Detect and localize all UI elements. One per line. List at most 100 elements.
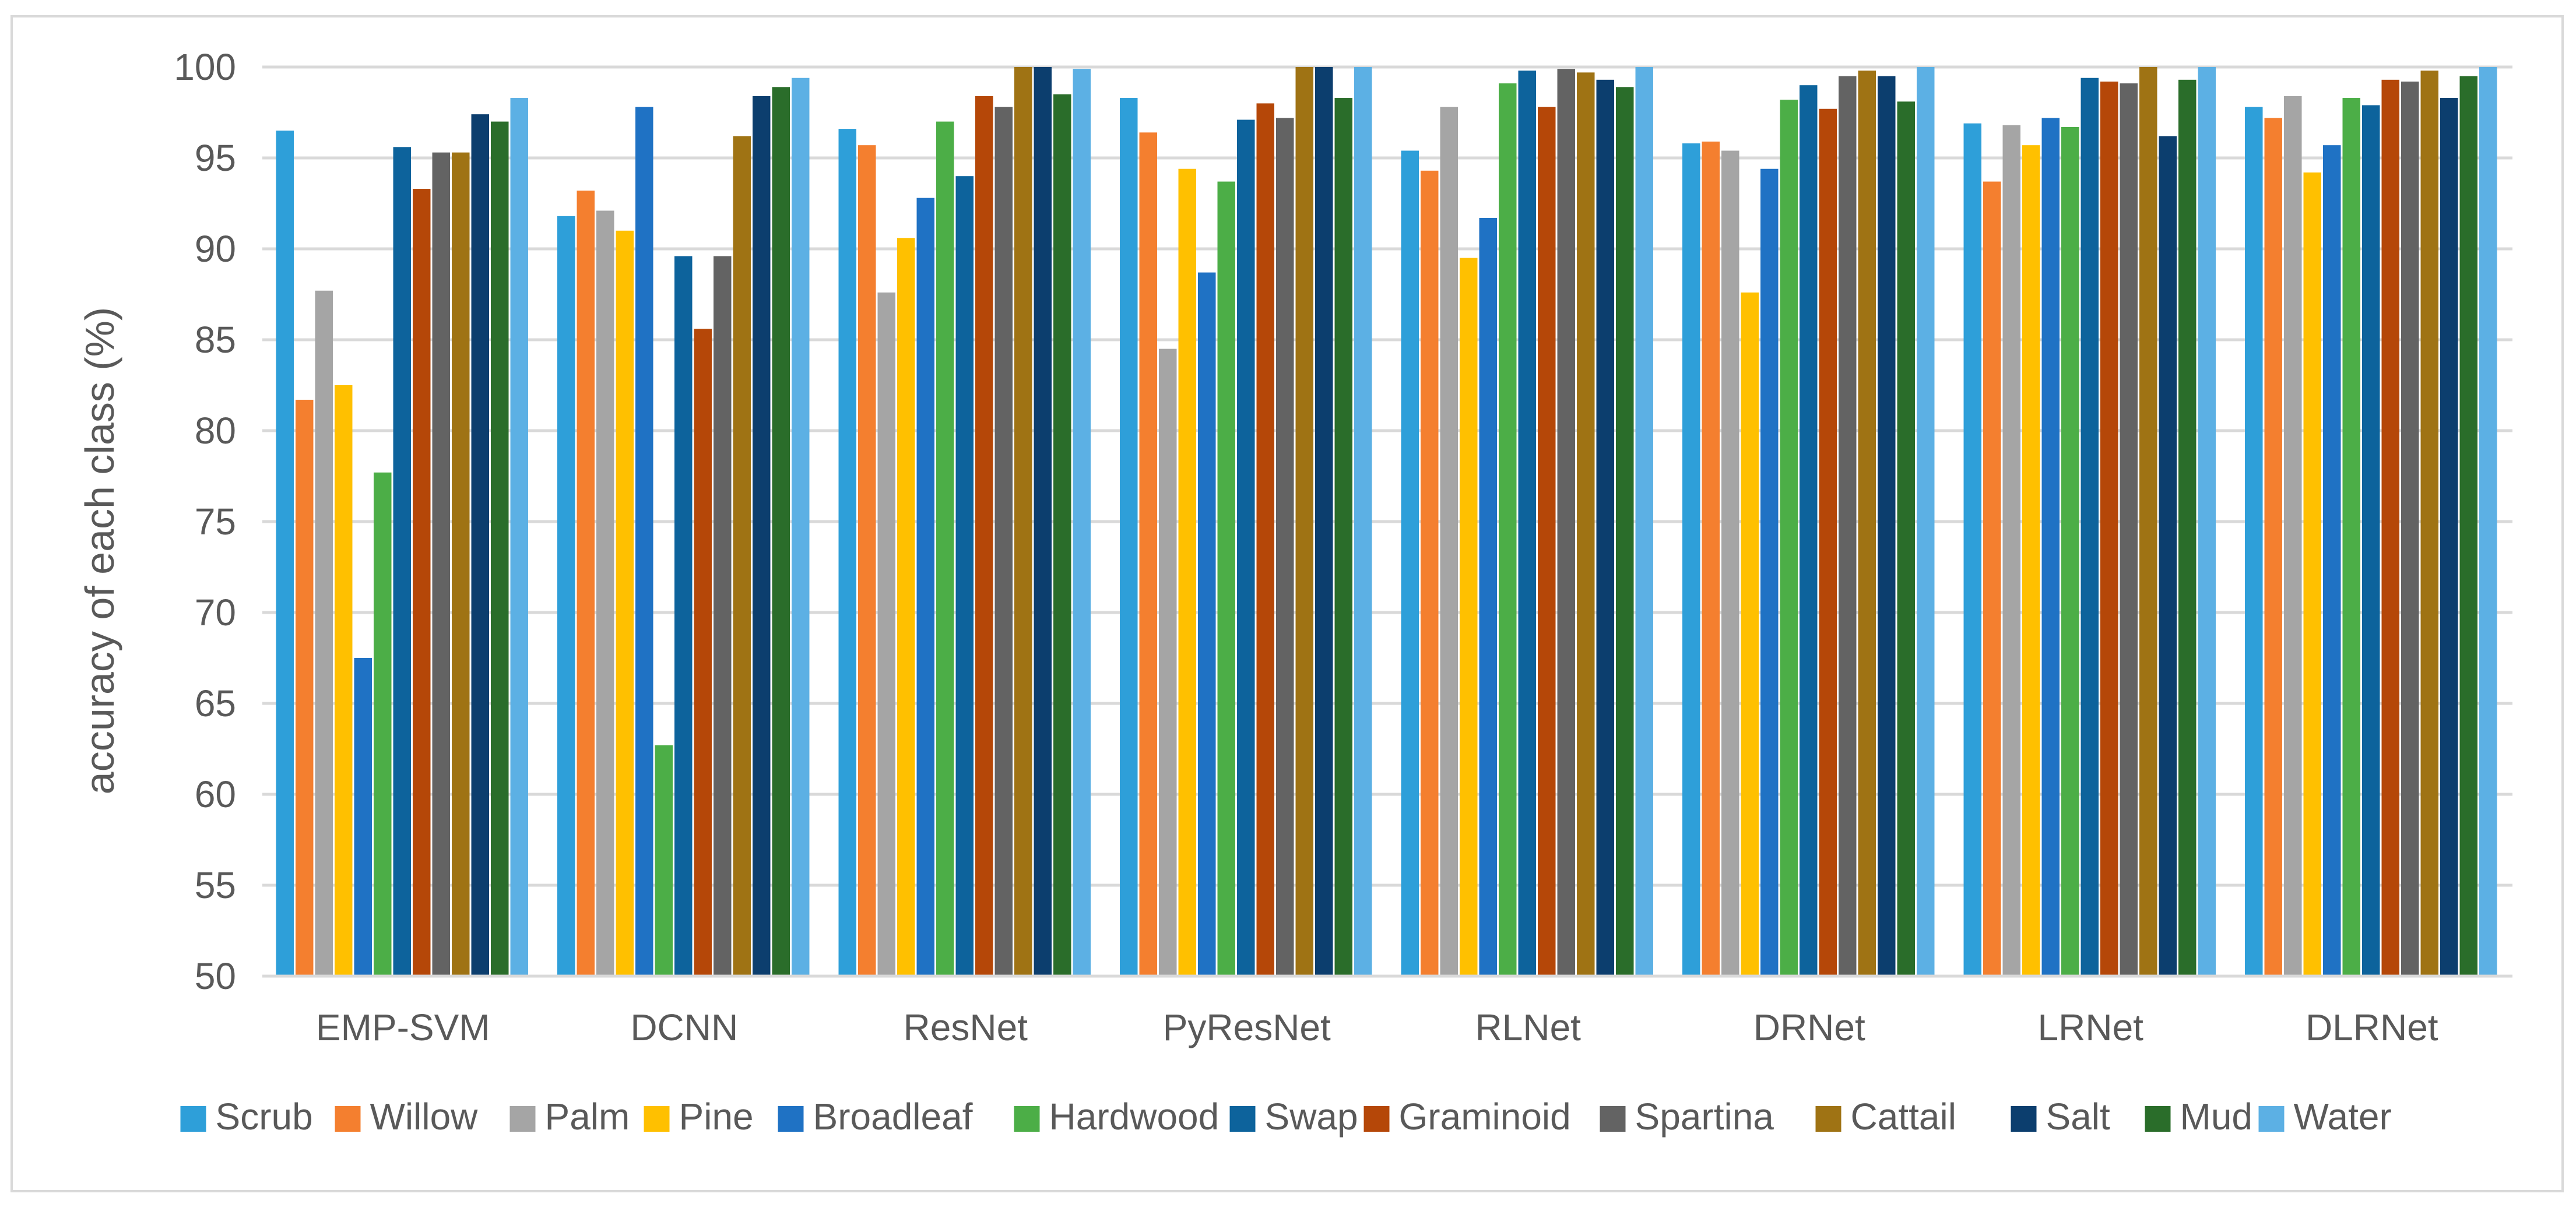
bar-pine-drnet bbox=[1741, 292, 1759, 976]
legend-label-palm: Palm bbox=[545, 1096, 630, 1138]
bar-hardwood-resnet bbox=[936, 121, 954, 977]
bar-swap-lrnet bbox=[2081, 78, 2099, 977]
legend-swatch-palm bbox=[509, 1106, 536, 1132]
bar-hardwood-dcnn bbox=[655, 745, 673, 976]
bar-spartina-drnet bbox=[1839, 76, 1857, 977]
bar-willow-resnet bbox=[858, 145, 876, 976]
bar-willow-drnet bbox=[1702, 141, 1720, 976]
bar-water-pyresnet bbox=[1354, 67, 1372, 976]
bar-spartina-rlnet bbox=[1557, 69, 1575, 977]
bar-graminoid-rlnet bbox=[1538, 107, 1556, 976]
bar-mud-pyresnet bbox=[1334, 98, 1352, 976]
y-tick-label: 60 bbox=[195, 773, 236, 815]
legend-swatch-spartina bbox=[1600, 1106, 1626, 1132]
y-tick-label: 80 bbox=[195, 410, 236, 452]
bar-hardwood-pyresnet bbox=[1217, 181, 1235, 976]
bar-spartina-emp-svm bbox=[432, 152, 450, 976]
bar-spartina-lrnet bbox=[2120, 83, 2138, 977]
bar-swap-emp-svm bbox=[393, 147, 411, 976]
bar-scrub-resnet bbox=[838, 129, 856, 977]
bar-scrub-dlrnet bbox=[2245, 107, 2263, 976]
bar-water-dcnn bbox=[792, 78, 810, 977]
bar-scrub-dcnn bbox=[557, 216, 575, 977]
x-tick-label: EMP-SVM bbox=[316, 1006, 490, 1048]
bar-salt-drnet bbox=[1878, 76, 1896, 977]
legend-label-cattail: Cattail bbox=[1851, 1096, 1956, 1138]
y-tick-label: 55 bbox=[195, 864, 236, 906]
legend: Scrub Willow Palm Pine Broadleaf Hardwood Swap… bbox=[180, 1096, 2392, 1138]
bar-hardwood-emp-svm bbox=[374, 472, 392, 976]
y-tick-label: 50 bbox=[195, 955, 236, 997]
bar-swap-pyresnet bbox=[1237, 119, 1255, 977]
bar-mud-dlrnet bbox=[2459, 76, 2477, 977]
x-tick-label: LRNet bbox=[2038, 1006, 2144, 1048]
bar-palm-dlrnet bbox=[2284, 96, 2302, 976]
y-tick-label: 70 bbox=[195, 592, 236, 633]
bar-cattail-lrnet bbox=[2139, 67, 2157, 976]
bar-palm-resnet bbox=[877, 292, 895, 976]
legend-label-swap: Swap bbox=[1265, 1096, 1358, 1138]
legend-label-mud: Mud bbox=[2180, 1096, 2253, 1138]
bar-water-dlrnet bbox=[2479, 67, 2497, 976]
x-tick-label: PyResNet bbox=[1163, 1006, 1331, 1048]
bar-pine-lrnet bbox=[2022, 145, 2040, 976]
bar-cattail-rlnet bbox=[1577, 72, 1595, 977]
bar-cattail-resnet bbox=[1014, 67, 1032, 976]
x-tick-label: DRNet bbox=[1753, 1006, 1865, 1048]
bar-graminoid-pyresnet bbox=[1256, 103, 1274, 976]
legend-swatch-cattail bbox=[1815, 1106, 1841, 1132]
bar-pine-pyresnet bbox=[1178, 168, 1196, 977]
legend-swatch-graminoid bbox=[1363, 1106, 1390, 1132]
bar-hardwood-dlrnet bbox=[2342, 98, 2360, 976]
bar-pine-emp-svm bbox=[335, 385, 353, 976]
bar-scrub-rlnet bbox=[1401, 150, 1419, 976]
bar-scrub-lrnet bbox=[1963, 123, 1981, 977]
bar-willow-dcnn bbox=[577, 191, 595, 976]
legend-label-hardwood: Hardwood bbox=[1049, 1096, 1220, 1138]
bar-broadleaf-resnet bbox=[916, 198, 934, 976]
y-tick-label: 100 bbox=[174, 46, 236, 88]
bar-pine-rlnet bbox=[1460, 258, 1478, 977]
y-tick-label: 90 bbox=[195, 228, 236, 270]
x-tick-label: ResNet bbox=[904, 1006, 1028, 1048]
bar-swap-dcnn bbox=[674, 256, 693, 977]
bar-hardwood-drnet bbox=[1780, 100, 1798, 976]
legend-label-water: Water bbox=[2294, 1096, 2392, 1138]
bar-mud-drnet bbox=[1897, 101, 1915, 976]
bar-broadleaf-dlrnet bbox=[2323, 145, 2341, 976]
bar-mud-dcnn bbox=[772, 87, 790, 976]
bar-scrub-emp-svm bbox=[276, 131, 294, 977]
bar-salt-lrnet bbox=[2159, 136, 2177, 976]
bar-broadleaf-drnet bbox=[1760, 168, 1779, 977]
bar-spartina-resnet bbox=[994, 107, 1013, 976]
bar-willow-rlnet bbox=[1421, 170, 1439, 977]
axis-labels: 50 55 60 65 70 75 80 85 90 95 100 EMP-SVM DCNN ResNet… bbox=[174, 46, 2438, 1048]
bar-broadleaf-pyresnet bbox=[1198, 272, 1216, 976]
bar-palm-lrnet bbox=[2002, 125, 2020, 977]
bar-graminoid-drnet bbox=[1819, 108, 1837, 976]
bar-palm-pyresnet bbox=[1159, 348, 1177, 976]
bar-mud-rlnet bbox=[1616, 87, 1634, 976]
bar-pine-dlrnet bbox=[2303, 172, 2321, 977]
x-tick-label: RLNet bbox=[1475, 1006, 1582, 1048]
bar-graminoid-resnet bbox=[975, 96, 993, 976]
bar-cattail-emp-svm bbox=[452, 152, 470, 976]
legend-label-broadleaf: Broadleaf bbox=[813, 1096, 973, 1138]
bar-salt-emp-svm bbox=[471, 114, 489, 976]
bar-mud-emp-svm bbox=[491, 121, 509, 977]
bar-swap-rlnet bbox=[1518, 71, 1536, 977]
bar-graminoid-dlrnet bbox=[2381, 79, 2399, 977]
bar-water-rlnet bbox=[1635, 67, 1653, 976]
legend-swatch-mud bbox=[2145, 1106, 2171, 1132]
bar-salt-resnet bbox=[1034, 67, 1052, 976]
legend-swatch-water bbox=[2258, 1106, 2285, 1132]
legend-label-spartina: Spartina bbox=[1635, 1096, 1774, 1138]
bar-swap-drnet bbox=[1800, 85, 1818, 977]
bar-pine-dcnn bbox=[616, 230, 634, 976]
bar-water-lrnet bbox=[2198, 67, 2216, 976]
bar-broadleaf-dcnn bbox=[635, 107, 653, 976]
bar-graminoid-lrnet bbox=[2100, 81, 2118, 977]
x-tick-label: DCNN bbox=[630, 1006, 738, 1048]
x-tick-label: DLRNet bbox=[2306, 1006, 2438, 1048]
